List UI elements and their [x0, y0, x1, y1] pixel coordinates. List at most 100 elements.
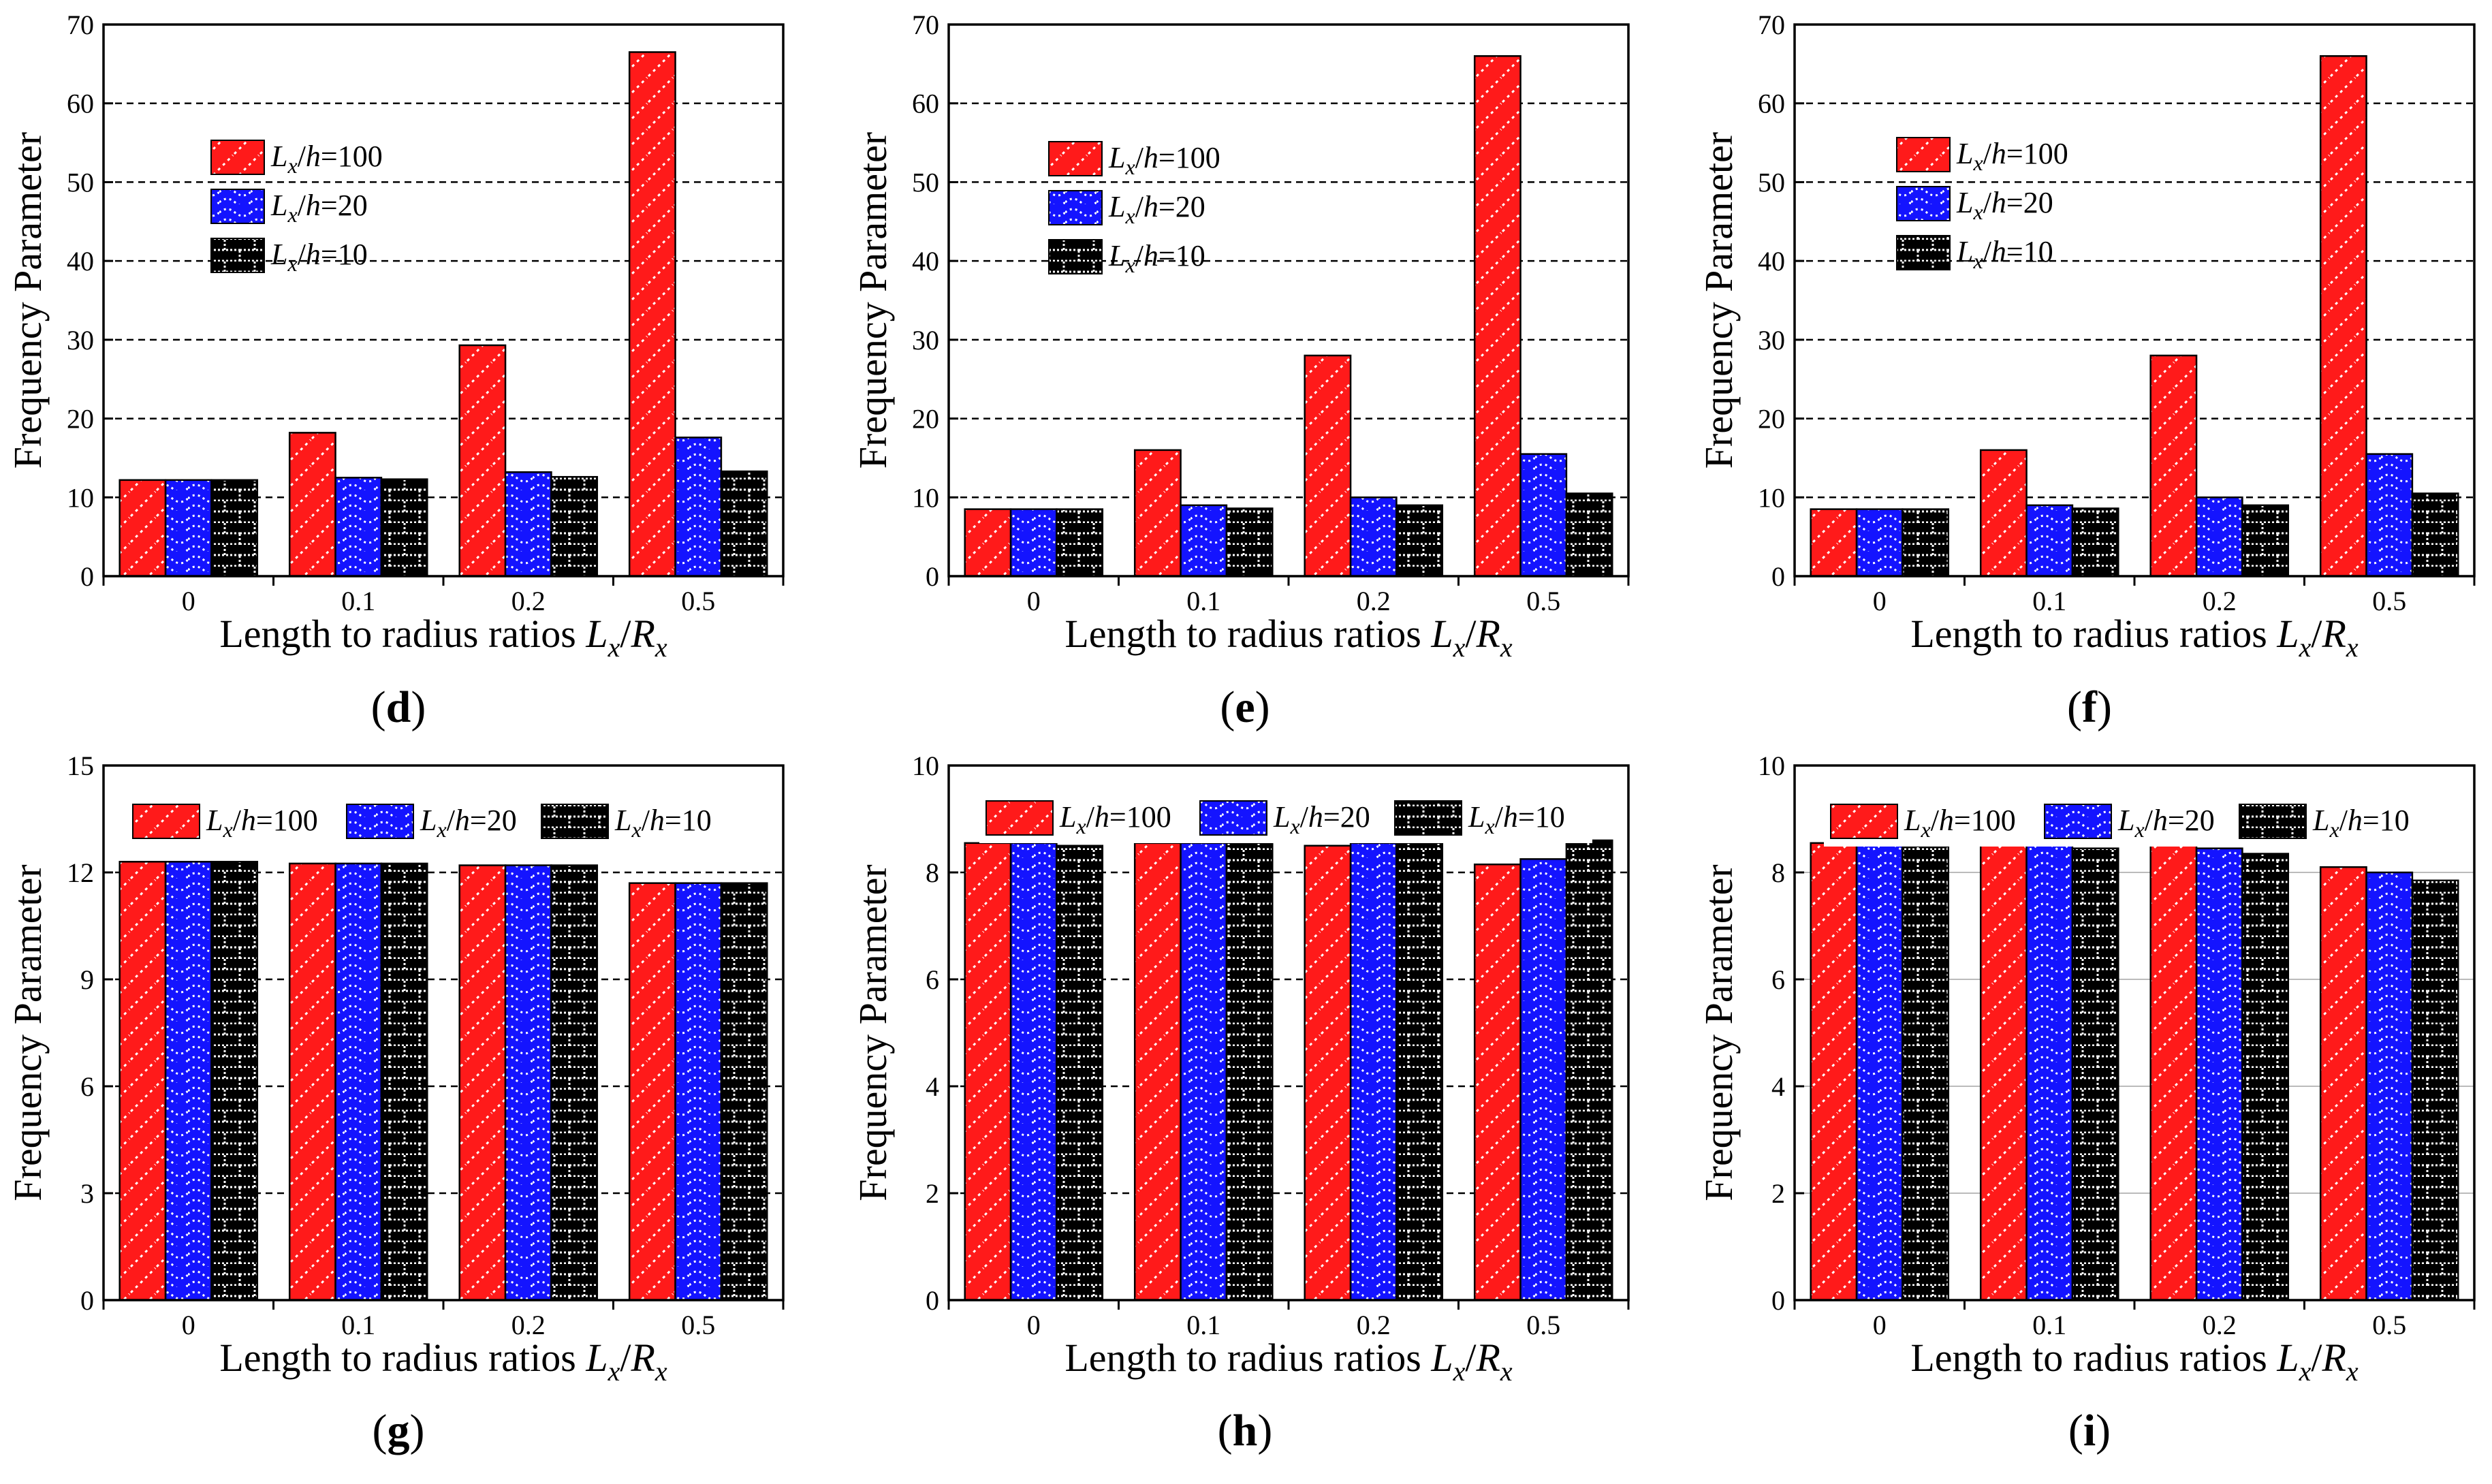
- panel-label: (e): [1220, 682, 1269, 732]
- bar-20-0: [1855, 842, 1904, 1301]
- y-tick-label: 30: [1758, 325, 1785, 356]
- legend-label: Lx/h=10: [2312, 804, 2410, 842]
- bar-20-0.5: [1519, 453, 1568, 578]
- legend-swatch: [1048, 239, 1103, 274]
- bar-100-0.2: [2149, 354, 2198, 578]
- panel-label: (f): [2067, 682, 2112, 732]
- bar-10-0.2: [2241, 853, 2290, 1301]
- bar-100-0.5: [2319, 866, 2367, 1301]
- y-tick-label: 0: [80, 1285, 94, 1316]
- bar-10-0.1: [2071, 847, 2119, 1301]
- y-axis-title: Frequency Parameter: [5, 864, 50, 1201]
- bar-10-0.5: [1565, 839, 1613, 1301]
- bar-20-0.5: [2365, 871, 2414, 1301]
- chart-panel-e: 0 10 20 30 40 50 60 70 0 0.1 0.2 0.5 Length to radiu…: [851, 10, 1630, 732]
- y-tick-label: 0: [80, 561, 94, 592]
- bar-20-0.1: [1180, 842, 1228, 1301]
- x-tick-label: 0: [182, 1310, 195, 1340]
- legend: Lx/h=100 Lx/h=20 Lx/h=10: [1824, 795, 2437, 847]
- y-axis: 0 10 20 30 40 50 60 70: [67, 10, 113, 592]
- bar-100-0.5: [1473, 863, 1521, 1301]
- x-tick-label: 0: [1873, 1310, 1887, 1340]
- y-tick-label: 10: [67, 482, 94, 513]
- y-tick-label: 20: [912, 404, 939, 435]
- y-tick-label: 20: [67, 404, 94, 435]
- x-tick-label: 0.2: [1357, 1310, 1391, 1340]
- legend-label: Lx/h=10: [1108, 239, 1205, 277]
- y-tick-label: 12: [67, 857, 94, 888]
- bar-20-0.5: [1519, 858, 1568, 1301]
- y-tick-label: 0: [926, 561, 939, 592]
- legend-swatch: [1048, 190, 1103, 225]
- x-tick-label: 0.1: [341, 1310, 375, 1340]
- x-tick-label: 0.5: [2372, 586, 2406, 616]
- y-tick-label: 4: [926, 1071, 939, 1102]
- y-tick-label: 50: [912, 167, 939, 198]
- x-tick-label: 0.2: [2203, 1310, 2237, 1340]
- bar-10-0.1: [2071, 507, 2119, 578]
- x-axis: 0 0.1 0.2 0.5: [102, 576, 785, 616]
- bar-10-0.1: [380, 862, 428, 1301]
- y-tick-label: 60: [912, 89, 939, 119]
- x-tick-label: 0: [1873, 586, 1887, 616]
- bar-100-0.5: [628, 882, 676, 1301]
- bar-20-0: [1855, 508, 1904, 578]
- legend-box: [1824, 795, 2437, 847]
- y-axis-title: Frequency Parameter: [5, 132, 50, 469]
- bar-20-0.2: [2195, 496, 2243, 578]
- legend-swatch: [2239, 804, 2307, 839]
- bar-100-0.1: [1979, 449, 2028, 578]
- bar-100-0.2: [458, 344, 507, 578]
- bar-10-0.2: [550, 475, 599, 578]
- x-tick-label: 0.5: [681, 1310, 715, 1340]
- bar-10-0: [1902, 844, 1950, 1301]
- bar-100-0.1: [1979, 842, 2028, 1301]
- legend-swatch: [1896, 137, 1951, 172]
- y-tick-label: 3: [80, 1178, 94, 1209]
- bar-20-0.1: [2025, 844, 2074, 1301]
- legend-box: [979, 791, 1592, 843]
- legend-label: Lx/h=20: [2117, 804, 2215, 842]
- x-tick-label: 0.1: [341, 586, 375, 616]
- bar-10-0.5: [2411, 879, 2459, 1301]
- y-tick-label: 0: [1771, 561, 1785, 592]
- bar-20-0.5: [674, 437, 723, 578]
- legend-label: Lx/h=100: [1059, 800, 1171, 838]
- bar-10-0.2: [550, 864, 599, 1301]
- bar-10-0.1: [1225, 842, 1274, 1301]
- y-tick-label: 10: [1758, 751, 1785, 781]
- legend-label: Lx/h=20: [1956, 186, 2053, 224]
- legend-swatch: [210, 238, 265, 273]
- bar-10-0: [1902, 508, 1950, 578]
- legend-swatch: [132, 804, 200, 839]
- panel-label: (i): [2068, 1406, 2111, 1455]
- x-axis-title: Length to radius ratios Lx/Rx: [219, 612, 667, 663]
- bar-10-0.1: [1225, 507, 1274, 578]
- legend-label: Lx/h=20: [1108, 190, 1205, 228]
- legend: Lx/h=100 Lx/h=20 Lx/h=10: [210, 140, 383, 276]
- y-tick-label: 60: [67, 89, 94, 119]
- bar-100-0.1: [288, 432, 336, 578]
- x-tick-label: 0.5: [681, 586, 715, 616]
- legend-label: Lx/h=100: [1108, 141, 1220, 179]
- y-tick-label: 8: [926, 857, 939, 888]
- legend-box: [126, 795, 739, 847]
- y-tick-label: 70: [1758, 10, 1785, 40]
- x-tick-label: 0.2: [1357, 586, 1391, 616]
- y-tick-label: 4: [1771, 1071, 1785, 1102]
- y-axis: 0 10 20 30 40 50 60 70: [1758, 10, 1804, 592]
- bar-20-0.1: [1180, 504, 1228, 578]
- legend-label: Lx/h=100: [206, 804, 318, 842]
- x-tick-label: 0.5: [1526, 1310, 1560, 1340]
- bar-100-0.1: [1133, 842, 1182, 1301]
- y-tick-label: 50: [67, 167, 94, 198]
- x-tick-label: 0: [182, 586, 195, 616]
- x-tick-label: 0.2: [511, 586, 546, 616]
- bar-20-0.1: [334, 477, 383, 578]
- x-axis-title: Length to radius ratios Lx/Rx: [1910, 1336, 2359, 1387]
- x-axis: 0 0.1 0.2 0.5: [1793, 1300, 2476, 1340]
- bar-100-0.2: [1304, 844, 1352, 1301]
- bar-20-0.1: [334, 862, 383, 1301]
- gridlines: [104, 23, 783, 499]
